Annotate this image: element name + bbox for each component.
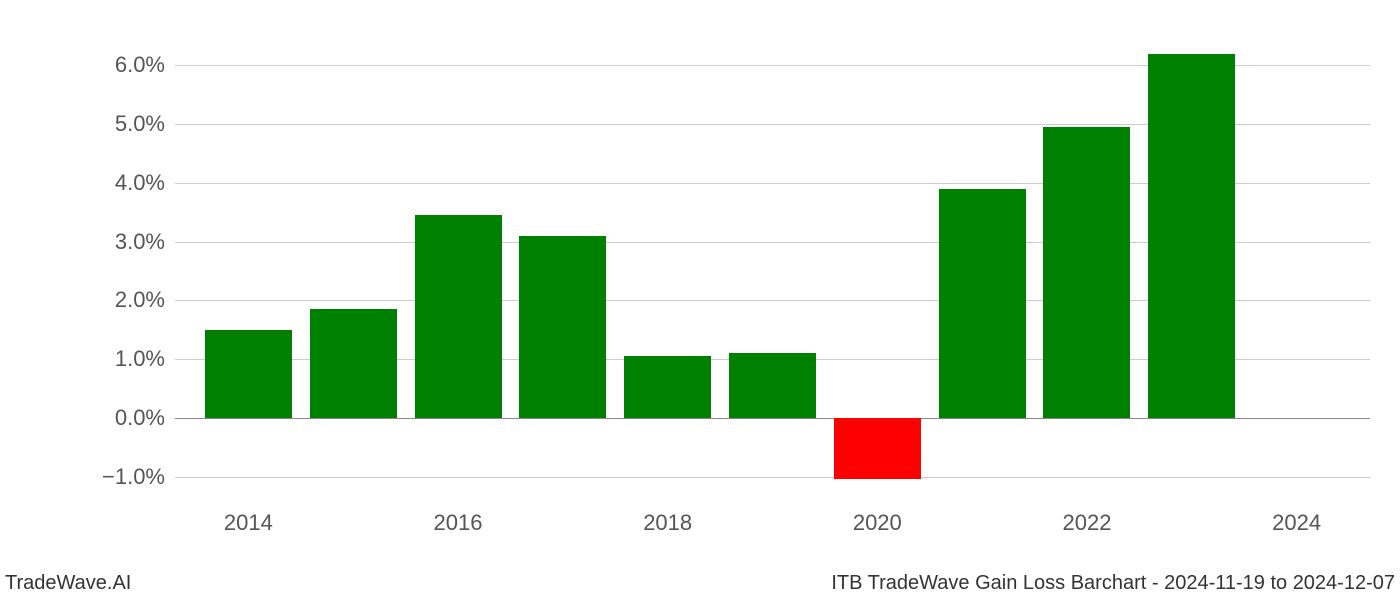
x-tick-label: 2024 bbox=[1272, 500, 1321, 536]
y-tick-label: 0.0% bbox=[115, 405, 175, 431]
y-tick-label: 5.0% bbox=[115, 111, 175, 137]
bar bbox=[205, 330, 292, 418]
y-tick-label: 3.0% bbox=[115, 229, 175, 255]
zero-axis-line bbox=[175, 418, 1370, 420]
bar bbox=[834, 418, 921, 480]
y-tick-label: 1.0% bbox=[115, 346, 175, 372]
bar bbox=[729, 353, 816, 418]
y-tick-label: 6.0% bbox=[115, 52, 175, 78]
gridline bbox=[175, 477, 1370, 478]
x-tick-label: 2020 bbox=[853, 500, 902, 536]
x-tick-label: 2016 bbox=[434, 500, 483, 536]
x-tick-label: 2022 bbox=[1062, 500, 1111, 536]
bar bbox=[415, 215, 502, 418]
bar bbox=[939, 189, 1026, 418]
bar bbox=[519, 236, 606, 418]
footer-left-text: TradeWave.AI bbox=[5, 572, 131, 595]
bar bbox=[1043, 127, 1130, 418]
y-tick-label: −1.0% bbox=[102, 464, 175, 490]
gain-loss-barchart: −1.0% 0.0% 1.0% 2.0% 3.0% 4.0% 5.0% 6.0% 2014 201… bbox=[0, 0, 1400, 600]
plot-area: −1.0%0.0%1.0%2.0%3.0%4.0%5.0%6.0%2014201… bbox=[175, 30, 1370, 500]
y-tick-label: 4.0% bbox=[115, 170, 175, 196]
y-tick-label: 2.0% bbox=[115, 287, 175, 313]
x-tick-label: 2014 bbox=[224, 500, 273, 536]
bar bbox=[1148, 54, 1235, 418]
footer-right-text: ITB TradeWave Gain Loss Barchart - 2024-… bbox=[831, 572, 1395, 595]
bar bbox=[310, 309, 397, 418]
x-tick-label: 2018 bbox=[643, 500, 692, 536]
bar bbox=[624, 356, 711, 418]
